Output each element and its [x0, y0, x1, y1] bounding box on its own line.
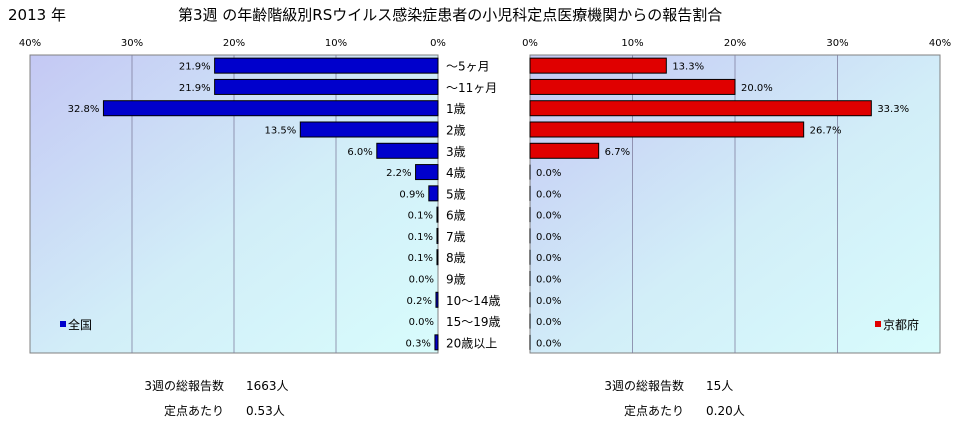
- national-bar: [436, 249, 439, 266]
- kyoto-bar: [529, 78, 736, 95]
- national-value-label: 0.3%: [406, 338, 431, 349]
- kyoto-per-site-value: 0.20人: [706, 404, 745, 418]
- kyoto-legend: 京都府: [875, 317, 919, 332]
- category-label: 4歳: [446, 166, 466, 180]
- national-value-label: 13.5%: [265, 126, 297, 137]
- national-value-label: 0.1%: [408, 211, 433, 222]
- kyoto-tick-label: 10%: [621, 38, 643, 49]
- kyoto-value-label: 0.0%: [536, 168, 561, 179]
- kyoto-tick-label: 0%: [522, 38, 538, 49]
- kyoto-value-label: 33.3%: [877, 104, 909, 115]
- kyoto-value-label: 0.0%: [536, 211, 561, 222]
- kyoto-per-site-label: 定点あたり: [624, 403, 684, 418]
- category-label: ～5ヶ月: [446, 60, 490, 74]
- category-label: 7歳: [446, 230, 466, 244]
- kyoto-bar: [529, 121, 805, 138]
- national-legend-label: 全国: [68, 317, 92, 332]
- national-per-site-value: 0.53人: [246, 404, 285, 418]
- kyoto-value-label: 13.3%: [672, 62, 704, 73]
- national-value-label: 0.0%: [409, 275, 434, 286]
- national-bar: [299, 121, 439, 138]
- kyoto-bar: [529, 142, 600, 159]
- kyoto-value-label: 0.0%: [536, 296, 561, 307]
- kyoto-value-label: 26.7%: [810, 126, 842, 137]
- national-bar: [436, 227, 439, 244]
- national-bar: [415, 164, 439, 181]
- national-value-label: 21.9%: [179, 83, 211, 94]
- kyoto-value-label: 0.0%: [536, 275, 561, 286]
- national-bar: [214, 57, 439, 74]
- national-bar: [214, 78, 439, 95]
- national-value-label: 0.0%: [409, 317, 434, 328]
- national-bar: [428, 185, 439, 202]
- national-value-label: 32.8%: [68, 104, 100, 115]
- national-bar: [376, 142, 439, 159]
- national-value-label: 0.9%: [399, 189, 424, 200]
- national-total-value: 1663人: [246, 379, 289, 393]
- kyoto-legend-swatch: [875, 321, 881, 327]
- national-value-label: 0.2%: [407, 296, 432, 307]
- category-label: ～11ヶ月: [446, 81, 497, 95]
- category-label: 1歳: [446, 102, 466, 116]
- kyoto-tick-label: 30%: [826, 38, 848, 49]
- category-label: 6歳: [446, 209, 466, 223]
- national-value-label: 0.1%: [408, 232, 433, 243]
- national-tick-label: 10%: [325, 38, 347, 49]
- national-value-label: 6.0%: [347, 147, 372, 158]
- kyoto-value-label: 20.0%: [741, 83, 773, 94]
- chart-title: 第3週 の年齢階級別RSウイルス感染症患者の小児科定点医療機関からの報告割合: [178, 6, 722, 24]
- kyoto-bar: [529, 100, 872, 117]
- kyoto-value-label: 0.0%: [536, 189, 561, 200]
- national-total-label: 3週の総報告数: [144, 378, 224, 393]
- national-bar: [435, 291, 439, 308]
- national-tick-label: 40%: [19, 38, 41, 49]
- kyoto-legend-label: 京都府: [883, 317, 919, 332]
- category-label: 2歳: [446, 124, 466, 138]
- kyoto-tick-label: 40%: [929, 38, 951, 49]
- kyoto-value-label: 0.0%: [536, 253, 561, 264]
- national-legend-swatch: [60, 321, 66, 327]
- category-label: 3歳: [446, 145, 466, 159]
- category-label: 8歳: [446, 251, 466, 265]
- national-bar: [102, 100, 439, 117]
- national-tick-label: 30%: [121, 38, 143, 49]
- kyoto-value-label: 0.0%: [536, 232, 561, 243]
- category-label: 9歳: [446, 273, 466, 287]
- kyoto-value-label: 0.0%: [536, 317, 561, 328]
- kyoto-value-label: 6.7%: [605, 147, 630, 158]
- national-value-label: 0.1%: [408, 253, 433, 264]
- category-label: 15～19歳: [446, 315, 501, 329]
- national-legend: 全国: [60, 317, 92, 332]
- national-tick-label: 0%: [430, 38, 446, 49]
- category-label: 5歳: [446, 187, 466, 201]
- category-label: 20歳以上: [446, 336, 497, 350]
- kyoto-bar: [529, 57, 667, 74]
- kyoto-total-value: 15人: [706, 379, 733, 393]
- national-value-label: 2.2%: [386, 168, 411, 179]
- kyoto-value-label: 0.0%: [536, 338, 561, 349]
- kyoto-total-label: 3週の総報告数: [604, 378, 684, 393]
- kyoto-tick-label: 20%: [724, 38, 746, 49]
- national-tick-label: 20%: [223, 38, 245, 49]
- category-label: 10～14歳: [446, 294, 501, 308]
- national-bar: [436, 206, 439, 223]
- year-label: 2013 年: [8, 6, 66, 24]
- national-per-site-label: 定点あたり: [164, 403, 224, 418]
- national-value-label: 21.9%: [179, 62, 211, 73]
- national-bar: [434, 334, 439, 351]
